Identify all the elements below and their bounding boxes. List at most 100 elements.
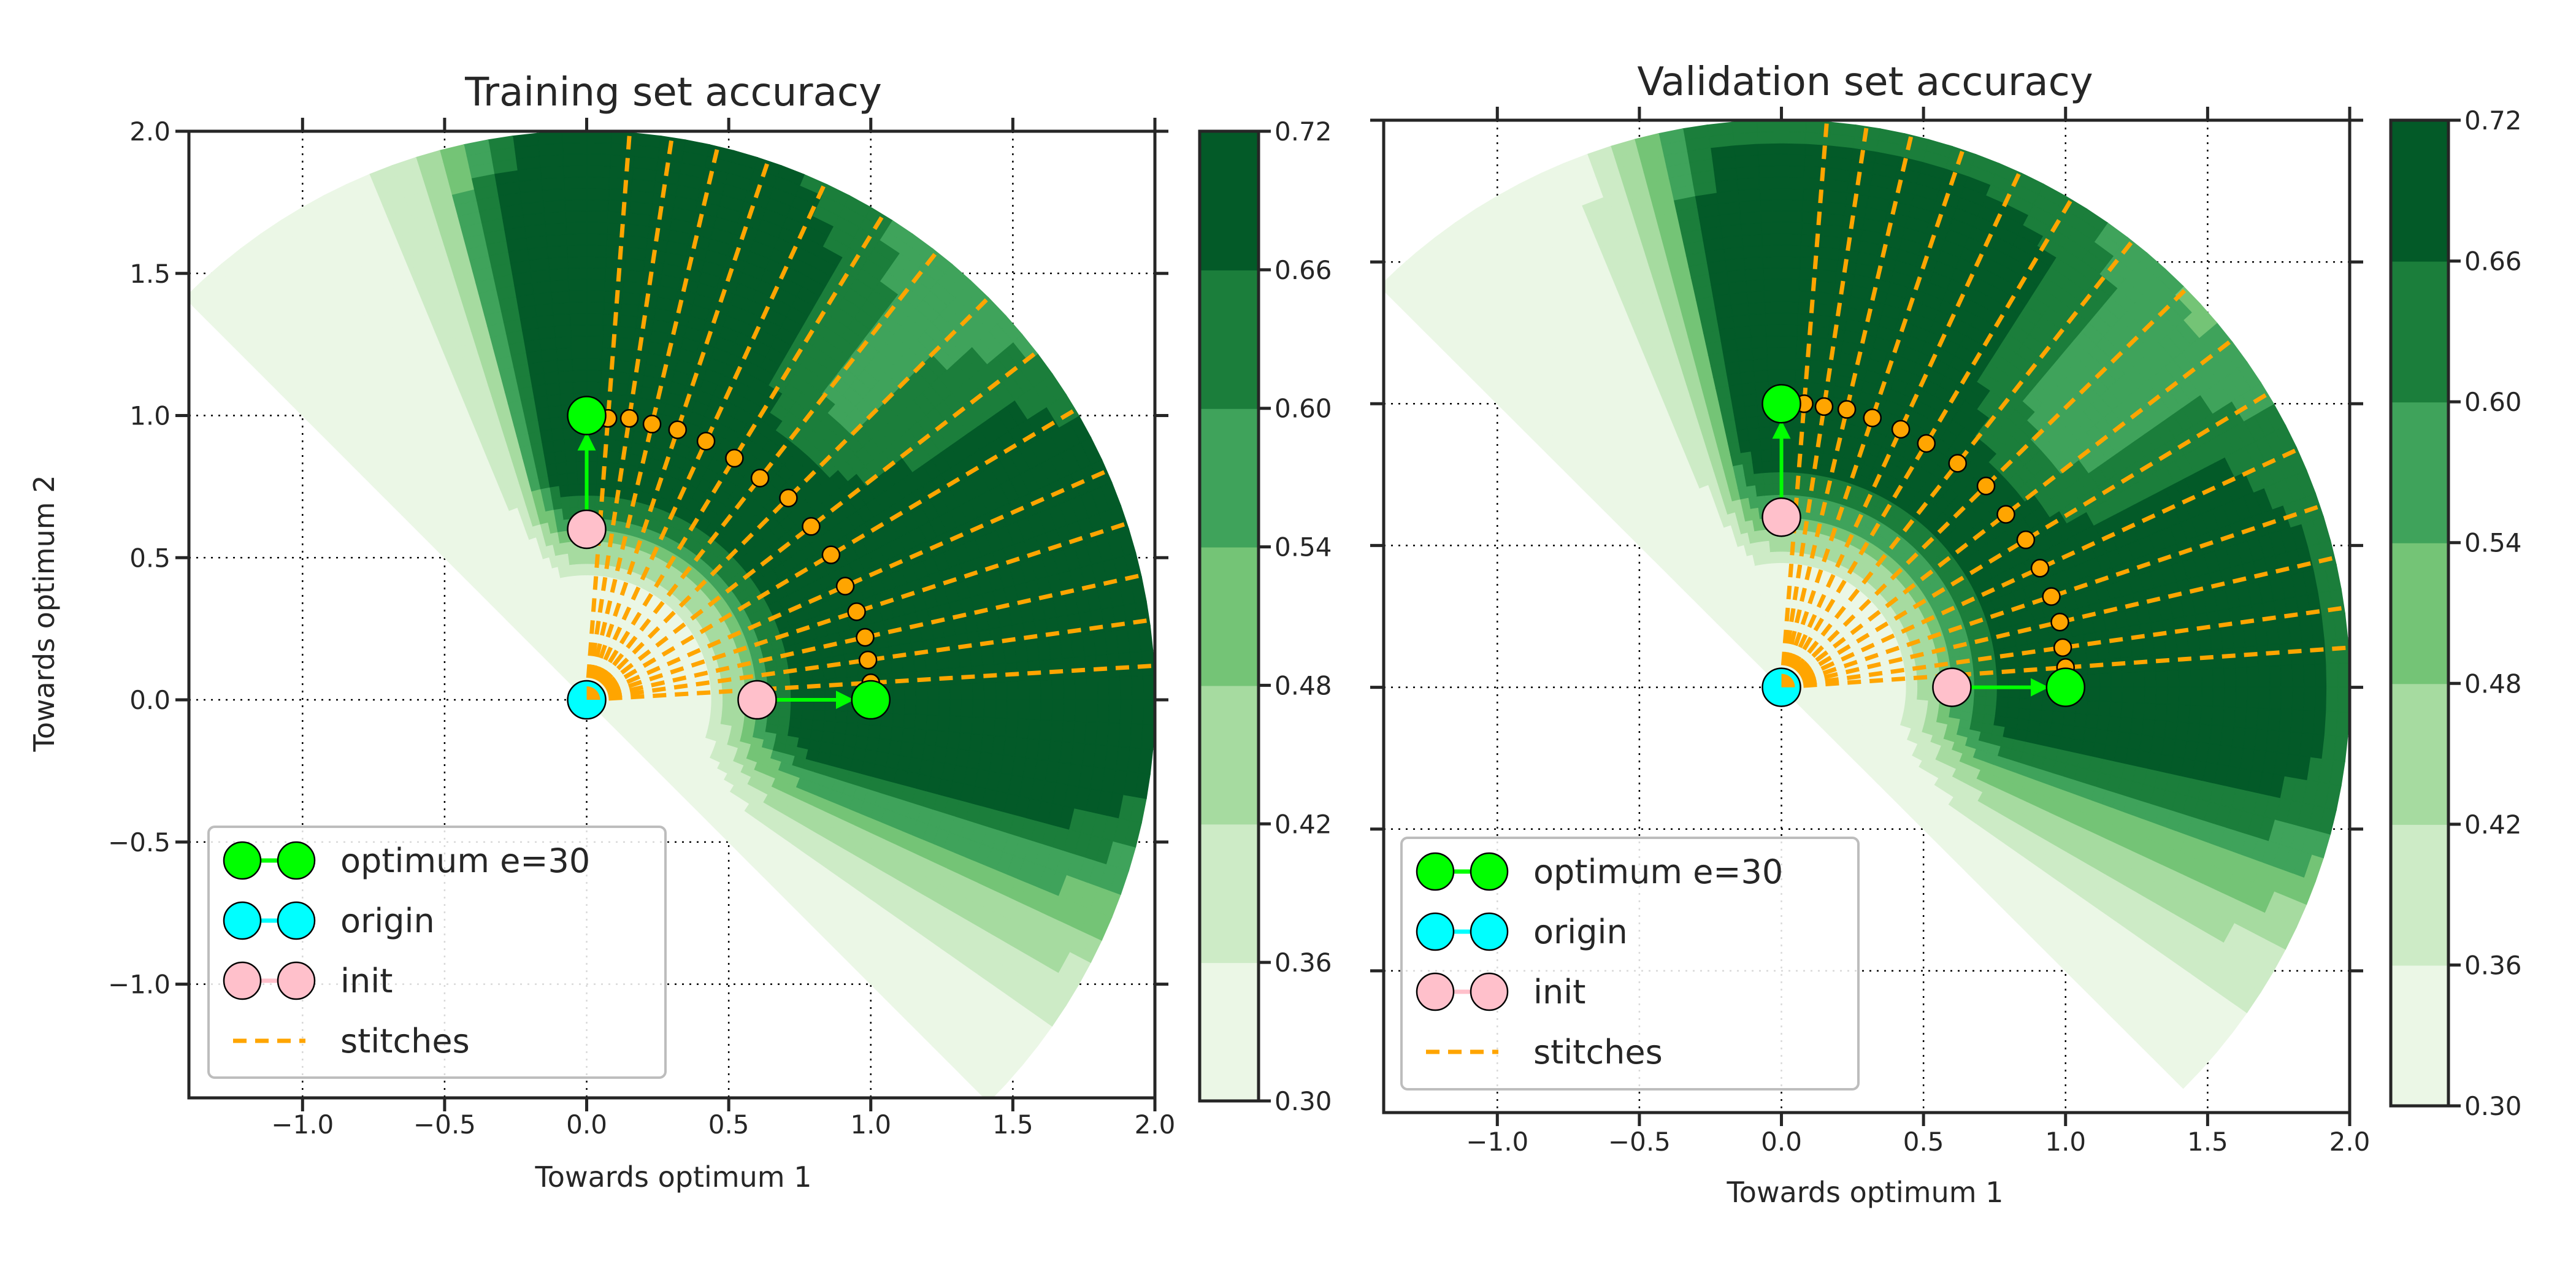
stitch-point bbox=[847, 602, 866, 621]
contour-cell bbox=[1781, 562, 1788, 575]
contour-cell bbox=[811, 719, 826, 732]
stitch-line bbox=[585, 213, 885, 701]
contour-cell bbox=[1018, 680, 1030, 700]
contour-cell bbox=[552, 313, 571, 327]
chart-title: Training set accuracy bbox=[464, 70, 882, 115]
contour-cell bbox=[564, 449, 577, 462]
contour-cell bbox=[972, 682, 985, 700]
contour-cell bbox=[565, 221, 588, 235]
colorbar-tick-label: 0.72 bbox=[1275, 117, 1332, 147]
contour-cell bbox=[1917, 680, 1930, 688]
contour-cell bbox=[601, 347, 618, 361]
contour-cell bbox=[1141, 723, 1155, 750]
contour-cell bbox=[1917, 692, 1930, 701]
stitch-line bbox=[586, 573, 1142, 702]
contour-cell bbox=[1781, 607, 1785, 620]
contour-cell bbox=[618, 325, 637, 340]
contour-cell bbox=[610, 142, 636, 157]
contour-cell bbox=[552, 439, 565, 453]
contour-cell bbox=[801, 708, 815, 721]
contour-cell bbox=[822, 720, 837, 734]
contour-cell bbox=[586, 164, 611, 178]
contour-fill bbox=[1384, 120, 2350, 1089]
contour-cell bbox=[586, 142, 611, 155]
contour-cell bbox=[711, 693, 724, 700]
optimum-marker bbox=[567, 396, 607, 435]
contour-cell bbox=[568, 494, 579, 508]
contour-cell bbox=[580, 551, 588, 564]
contour-cell bbox=[615, 359, 632, 374]
stitch-point bbox=[619, 408, 639, 428]
colorbar: 0.300.360.420.480.540.600.660.72 bbox=[1198, 117, 1332, 1116]
contour-cell bbox=[586, 347, 603, 360]
contour-cell bbox=[856, 723, 870, 738]
contour-cell bbox=[586, 312, 604, 326]
contour-cell bbox=[566, 244, 588, 258]
contour-cell bbox=[189, 280, 212, 307]
contour-cell bbox=[949, 699, 962, 717]
contour-cell bbox=[1894, 686, 1907, 694]
legend-marker bbox=[223, 901, 262, 940]
contour-cell bbox=[835, 710, 849, 724]
contour-cell bbox=[778, 708, 792, 718]
contour-cell bbox=[935, 730, 950, 748]
contour-cell bbox=[547, 404, 563, 419]
contour-cell bbox=[562, 153, 588, 167]
contour-cell bbox=[539, 165, 565, 180]
contour-cell bbox=[586, 369, 602, 383]
training-accuracy-panel: −1.0 −0.5 0.0 0.5 1.0 1.5 2.0−1.0−0.50.00.51.0… bbox=[28, 70, 1332, 1194]
contour-cell bbox=[608, 188, 632, 202]
legend-label: optimum e=30 bbox=[340, 841, 590, 880]
y-tick-label: 2.0 bbox=[129, 117, 171, 147]
contour-cell bbox=[913, 728, 927, 745]
contour-cell bbox=[605, 461, 619, 475]
contour-cell bbox=[938, 699, 951, 716]
contour-cell bbox=[605, 256, 626, 270]
legend-marker bbox=[277, 961, 316, 1000]
contour-cell bbox=[586, 585, 592, 599]
contour-cell bbox=[722, 699, 735, 707]
contour-cell bbox=[608, 439, 622, 453]
contour-cell bbox=[1138, 748, 1154, 775]
contour-cell bbox=[611, 393, 627, 407]
x-axis-label: Towards optimum 1 bbox=[535, 1160, 812, 1194]
colorbar-tick-label: 0.42 bbox=[1275, 809, 1332, 839]
legend-label: init bbox=[340, 962, 393, 1000]
contour-cell bbox=[540, 348, 558, 362]
contour-cell bbox=[1871, 686, 1885, 692]
contour-cell bbox=[567, 256, 588, 269]
contour-cell bbox=[1074, 677, 1087, 700]
contour-cell bbox=[606, 233, 628, 247]
contour-cell bbox=[1095, 721, 1110, 746]
contour-cell bbox=[567, 483, 578, 497]
contour-cell bbox=[1006, 699, 1019, 719]
contour-cell bbox=[1108, 676, 1122, 700]
legend-label: origin bbox=[340, 902, 435, 940]
stitch-line bbox=[585, 132, 632, 700]
contour-cell bbox=[586, 176, 610, 190]
axes-frame bbox=[187, 129, 1157, 1100]
contour-cell bbox=[586, 574, 593, 587]
contour-cell bbox=[586, 597, 592, 610]
contour-cell bbox=[1051, 699, 1065, 721]
contour-cell bbox=[536, 131, 563, 145]
contour-cell bbox=[915, 699, 929, 716]
contour-cell bbox=[586, 301, 605, 315]
contour-cell bbox=[546, 245, 568, 259]
contour-cell bbox=[609, 154, 635, 168]
contour-cell bbox=[634, 132, 662, 148]
origin-stitch-wedge bbox=[586, 686, 600, 700]
contour-cell bbox=[924, 729, 938, 746]
contour-cell bbox=[561, 131, 588, 144]
contour-cell bbox=[586, 233, 608, 246]
contour-cell bbox=[1860, 686, 1873, 692]
contour-cell bbox=[1029, 699, 1042, 721]
legend-item: optimum e=30 bbox=[223, 841, 590, 880]
contour-cell bbox=[892, 685, 906, 700]
contour-cell bbox=[1086, 699, 1099, 723]
contour-cell bbox=[1084, 654, 1098, 679]
x-tick-label: −1.0 bbox=[271, 1110, 334, 1140]
contour-cell bbox=[544, 222, 567, 236]
contour-cell bbox=[824, 710, 837, 723]
